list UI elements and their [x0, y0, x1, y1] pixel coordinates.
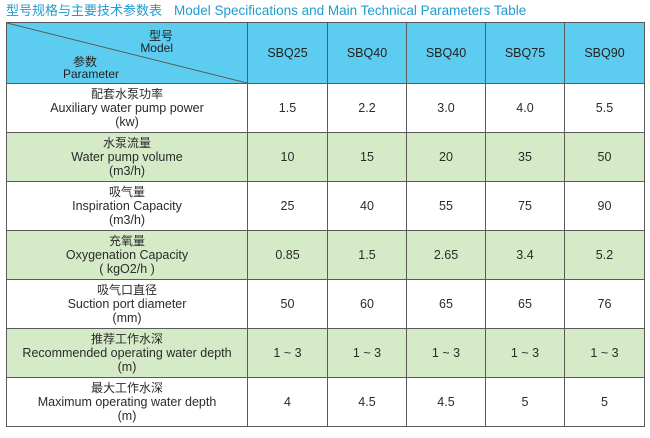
table-cell: 40 — [327, 181, 407, 231]
spec-table: 型号 Model 参数 Parameter SBQ25 SBQ40 SBQ40 … — [6, 22, 645, 427]
row-label-unit: (mm) — [112, 311, 142, 325]
table-row-oxygenation: 充氧量 Oxygenation Capacity ( kgO2/h ) 0.85… — [6, 230, 645, 280]
row-label-en: Recommended operating water depth — [22, 346, 232, 360]
row-label-unit: (m3/h) — [108, 213, 146, 227]
table-cell: 50 — [564, 132, 645, 182]
table-row-recommended-depth: 推荐工作水深 Recommended operating water depth… — [6, 328, 645, 378]
row-label-en: Auxiliary water pump power — [50, 101, 204, 115]
row-label: 推荐工作水深 Recommended operating water depth… — [6, 328, 248, 378]
table-cell: 65 — [406, 279, 486, 329]
row-label-zh: 最大工作水深 — [90, 381, 163, 395]
header-model-cell: SBQ90 — [564, 22, 645, 84]
row-label-en: Inspiration Capacity — [72, 199, 182, 213]
table-cell: 50 — [247, 279, 328, 329]
row-label-unit: ( kgO2/h ) — [99, 262, 155, 276]
table-row-suction-diameter: 吸气口直径 Suction port diameter (mm) 50 60 6… — [6, 279, 645, 329]
row-label: 吸气量 Inspiration Capacity (m3/h) — [6, 181, 248, 231]
table-cell: 5.5 — [564, 83, 645, 133]
row-label-unit: (m) — [117, 409, 137, 423]
table-cell: 2.65 — [406, 230, 486, 280]
table-cell: 35 — [485, 132, 565, 182]
table-cell: 1 ~ 3 — [406, 328, 486, 378]
header-model-cell: SBQ40 — [327, 22, 407, 84]
table-cell: 90 — [564, 181, 645, 231]
table-cell: 15 — [327, 132, 407, 182]
row-label-zh: 推荐工作水深 — [90, 332, 163, 346]
table-cell: 5.2 — [564, 230, 645, 280]
row-label: 水泵流量 Water pump volume (m3/h) — [6, 132, 248, 182]
row-label-unit: (kw) — [115, 115, 139, 129]
table-cell: 76 — [564, 279, 645, 329]
table-row-inspiration: 吸气量 Inspiration Capacity (m3/h) 25 40 55… — [6, 181, 645, 231]
row-label: 配套水泵功率 Auxiliary water pump power (kw) — [6, 83, 248, 133]
row-label-zh: 水泵流量 — [102, 136, 151, 150]
header-corner-cell: 型号 Model 参数 Parameter — [6, 22, 248, 84]
table-cell: 1 ~ 3 — [564, 328, 645, 378]
table-header-row: 型号 Model 参数 Parameter SBQ25 SBQ40 SBQ40 … — [6, 22, 645, 84]
row-label-en: Water pump volume — [71, 150, 183, 164]
table-cell: 4.5 — [327, 377, 407, 427]
table-cell: 4.0 — [485, 83, 565, 133]
table-title-en: Model Specifications and Main Technical … — [174, 3, 527, 18]
row-label-zh: 吸气口直径 — [96, 283, 157, 297]
header-model-cell: SBQ75 — [485, 22, 565, 84]
row-label-zh: 充氧量 — [108, 234, 145, 248]
table-cell: 1 ~ 3 — [247, 328, 328, 378]
table-cell: 3.0 — [406, 83, 486, 133]
table-cell: 60 — [327, 279, 407, 329]
table-cell: 0.85 — [247, 230, 328, 280]
header-model-en: Model — [140, 41, 173, 55]
table-cell: 5 — [564, 377, 645, 427]
table-row-pump-volume: 水泵流量 Water pump volume (m3/h) 10 15 20 3… — [6, 132, 645, 182]
table-cell: 1 ~ 3 — [327, 328, 407, 378]
header-model-zh: 型号 — [148, 29, 173, 43]
table-cell: 4.5 — [406, 377, 486, 427]
row-label-zh: 吸气量 — [108, 185, 145, 199]
row-label-zh: 配套水泵功率 — [90, 87, 163, 101]
table-cell: 1.5 — [247, 83, 328, 133]
table-cell: 3.4 — [485, 230, 565, 280]
diagonal-divider — [7, 23, 247, 83]
table-cell: 75 — [485, 181, 565, 231]
table-cell: 25 — [247, 181, 328, 231]
row-label-unit: (m3/h) — [108, 164, 146, 178]
header-param-zh: 参数 — [73, 55, 98, 69]
row-label: 充氧量 Oxygenation Capacity ( kgO2/h ) — [6, 230, 248, 280]
table-cell: 55 — [406, 181, 486, 231]
row-label: 最大工作水深 Maximum operating water depth (m) — [6, 377, 248, 427]
table-cell: 1 ~ 3 — [485, 328, 565, 378]
table-cell: 65 — [485, 279, 565, 329]
row-label-unit: (m) — [117, 360, 137, 374]
table-row-pump-power: 配套水泵功率 Auxiliary water pump power (kw) 1… — [6, 83, 645, 133]
header-model-cell: SBQ25 — [247, 22, 328, 84]
table-row-maximum-depth: 最大工作水深 Maximum operating water depth (m)… — [6, 377, 645, 427]
table-cell: 10 — [247, 132, 328, 182]
header-model-cell: SBQ40 — [406, 22, 486, 84]
table-title: 型号规格与主要技术参数表 Model Specifications and Mai… — [6, 2, 526, 20]
table-title-zh: 型号规格与主要技术参数表 — [6, 4, 163, 19]
table-cell: 2.2 — [327, 83, 407, 133]
table-cell: 4 — [247, 377, 328, 427]
table-cell: 20 — [406, 132, 486, 182]
row-label: 吸气口直径 Suction port diameter (mm) — [6, 279, 248, 329]
row-label-en: Maximum operating water depth — [37, 395, 217, 409]
table-cell: 5 — [485, 377, 565, 427]
row-label-en: Oxygenation Capacity — [65, 248, 189, 262]
table-cell: 1.5 — [327, 230, 407, 280]
header-param-en: Parameter — [63, 67, 120, 81]
row-label-en: Suction port diameter — [67, 297, 187, 311]
